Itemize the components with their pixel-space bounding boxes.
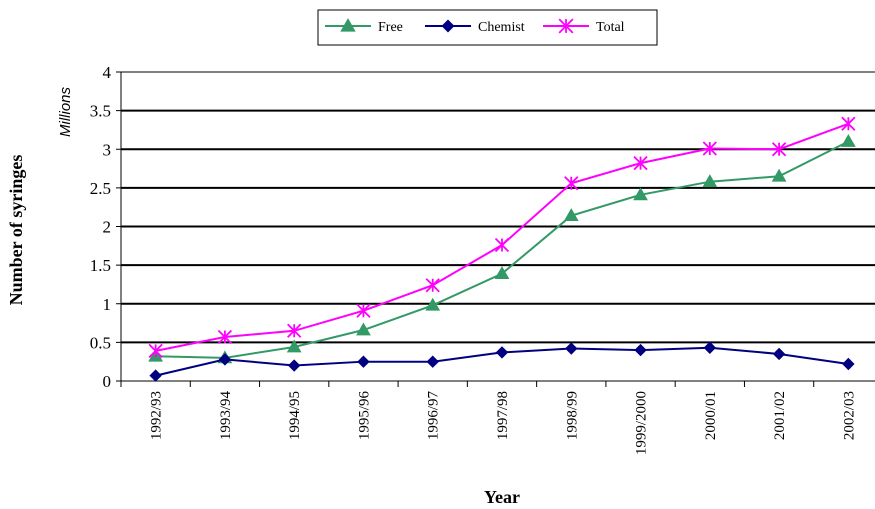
legend-marker-total — [558, 18, 574, 34]
asterisk-stroke — [633, 156, 648, 171]
y-tick-label: 1 — [103, 295, 112, 314]
axes — [116, 71, 875, 387]
y-axis-units: Millions — [57, 86, 74, 137]
asterisk-stroke — [356, 303, 371, 318]
series-group — [148, 116, 856, 382]
x-tick-labels: 1992/93 1993/94 1994/95 1995/96 1996/97 1997/… — [149, 391, 858, 456]
series-line-total — [155, 122, 849, 352]
data-point-total — [217, 329, 233, 345]
gridlines — [121, 71, 875, 344]
data-point-free — [425, 297, 441, 311]
x-tick-label: 1998/99 — [564, 391, 580, 440]
x-tick-label: 1996/97 — [426, 391, 442, 441]
data-point-free — [633, 187, 648, 201]
data-point-chemist — [287, 359, 301, 372]
x-tick-label: 2001/02 — [772, 391, 788, 440]
x-tick-label: 2000/01 — [703, 391, 719, 440]
y-tick-labels: 0 0.5 1 1.5 2 2.5 3 3.5 4 — [90, 63, 112, 391]
y-tick-label: 3 — [103, 140, 112, 159]
x-tick-label: 1993/94 — [218, 391, 234, 441]
asterisk-stroke — [564, 176, 579, 191]
asterisk-stroke — [702, 141, 717, 156]
data-point-total — [356, 303, 371, 318]
legend: Free Chemist Total — [317, 9, 658, 46]
legend-label-chemist: Chemist — [478, 20, 525, 35]
data-point-chemist — [565, 342, 578, 355]
y-tick-label: 2 — [103, 218, 112, 237]
data-point-chemist — [703, 341, 717, 354]
data-point-chemist — [426, 355, 439, 368]
x-tick-label: 1999/2000 — [634, 391, 650, 455]
asterisk-stroke — [287, 323, 302, 338]
data-point-chemist — [357, 355, 370, 368]
x-tick-label: 2002/03 — [841, 391, 857, 440]
data-point-total — [287, 323, 302, 338]
asterisk-stroke — [771, 142, 787, 157]
data-point-free — [563, 208, 579, 222]
data-point-total — [564, 176, 579, 191]
y-tick-label: 0 — [103, 372, 112, 391]
data-point-total — [425, 278, 440, 293]
legend-marker-free — [340, 18, 356, 32]
data-point-total — [633, 156, 648, 171]
legend-label-total: Total — [596, 20, 625, 35]
data-point-free — [286, 339, 302, 353]
series-chemist — [149, 341, 855, 382]
y-tick-label: 4 — [103, 63, 112, 82]
data-point-chemist — [495, 346, 509, 359]
asterisk-stroke — [217, 329, 233, 345]
data-point-chemist — [842, 357, 855, 371]
legend-label-free: Free — [378, 20, 403, 35]
data-point-free — [702, 174, 718, 188]
x-tick-label: 1992/93 — [149, 391, 165, 440]
legend-box — [317, 9, 658, 46]
data-point-free — [494, 266, 510, 279]
y-tick-label: 0.5 — [90, 333, 111, 352]
data-point-total — [841, 116, 856, 131]
data-point-total — [494, 237, 510, 253]
asterisk-stroke — [425, 278, 440, 293]
data-point-total — [771, 142, 787, 157]
x-tick-label: 1997/98 — [495, 391, 511, 440]
y-axis-title: Number of syringes — [6, 155, 26, 306]
legend-marker-chemist — [441, 19, 455, 33]
y-tick-label: 1.5 — [90, 256, 111, 275]
x-tick-label: 1995/96 — [356, 391, 372, 441]
asterisk-stroke — [148, 343, 163, 359]
x-tick-label: 1994/95 — [287, 391, 303, 440]
data-point-free — [771, 168, 787, 182]
asterisk-stroke — [841, 116, 856, 131]
data-point-chemist — [218, 353, 232, 366]
data-point-total — [702, 141, 717, 156]
asterisk-stroke — [558, 18, 574, 34]
x-axis-title: Year — [484, 487, 520, 507]
series-total — [148, 116, 856, 359]
asterisk-stroke — [494, 237, 510, 253]
data-point-free — [356, 322, 371, 336]
data-point-free — [841, 134, 856, 147]
data-point-chemist — [149, 369, 162, 382]
y-tick-label: 3.5 — [90, 102, 111, 121]
data-point-chemist — [634, 343, 647, 357]
data-point-chemist — [772, 347, 786, 361]
data-point-total — [148, 343, 163, 359]
y-tick-label: 2.5 — [90, 179, 111, 198]
